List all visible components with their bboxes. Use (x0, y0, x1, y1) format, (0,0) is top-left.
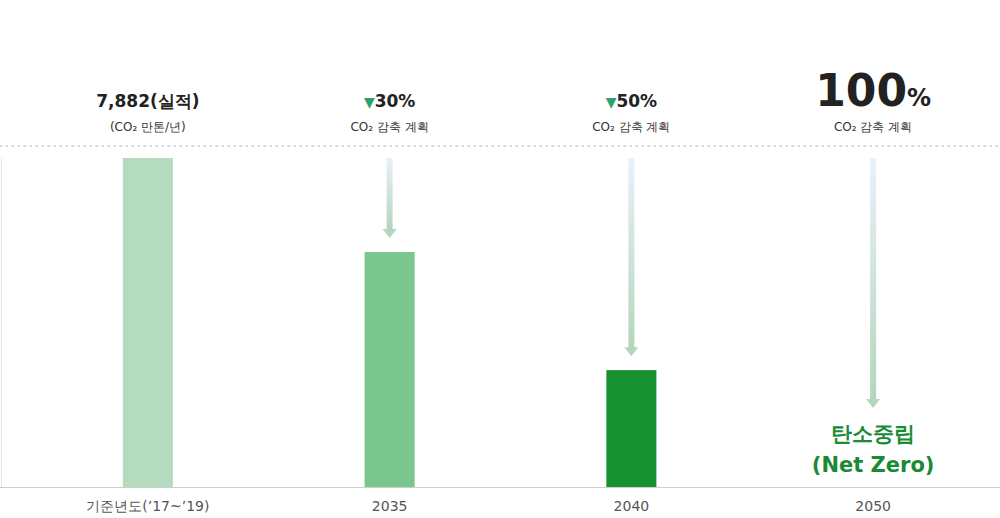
arrow (866, 158, 880, 408)
annotation-label: ▼30% (364, 91, 415, 111)
y-axis-line (1, 159, 2, 488)
y-axis (1, 159, 2, 488)
goal-label: (Net Zero) (812, 453, 935, 477)
bar (848, 487, 898, 488)
x-tick-label: 2035 (372, 498, 408, 514)
x-axis: 기준년도(’17~’19) 2035 2040 2050 (0, 488, 1000, 515)
x-tick: 2050 (855, 498, 891, 514)
arrow-shaft (870, 158, 876, 400)
arrow-shaft (387, 158, 393, 230)
bars (123, 158, 657, 487)
annotation-note: CO₂ 감축 계획 (834, 120, 912, 134)
annotation-label: 7,882(실적) (96, 91, 199, 111)
annotations: 7,882(실적) (CO₂ 만톤/년) ▼30% CO₂ 감축 계획 ▼50% CO₂ … (96, 65, 931, 134)
x-tick: 2035 (372, 498, 408, 514)
bar (365, 252, 415, 487)
chart: 기준년도(’17~’19) 2035 2040 2050 7,882(실적) (CO₂ 만… (0, 0, 1000, 518)
annotation-label: 100% (815, 65, 931, 116)
arrow (624, 158, 638, 356)
bar (123, 158, 173, 487)
annotation-note: (CO₂ 만톤/년) (110, 120, 186, 134)
x-tick-label: 2040 (614, 498, 650, 514)
x-axis-line (0, 487, 1000, 488)
bar (606, 370, 656, 487)
arrow (383, 158, 397, 238)
x-tick: 기준년도(’17~’19) (86, 498, 209, 514)
annotation-label: ▼50% (606, 91, 657, 111)
arrow-shaft (628, 158, 634, 348)
arrow-head (866, 399, 880, 408)
annotation-note: CO₂ 감축 계획 (350, 120, 428, 134)
guide-line (0, 145, 1000, 146)
arrow-head (383, 229, 397, 238)
x-tick: 2040 (614, 498, 650, 514)
arrow-head (624, 347, 638, 356)
goal-label: 탄소중립 (831, 422, 915, 446)
x-tick-label: 2050 (855, 498, 891, 514)
x-tick-label: 기준년도(’17~’19) (86, 498, 209, 514)
annotation-note: CO₂ 감축 계획 (592, 120, 670, 134)
